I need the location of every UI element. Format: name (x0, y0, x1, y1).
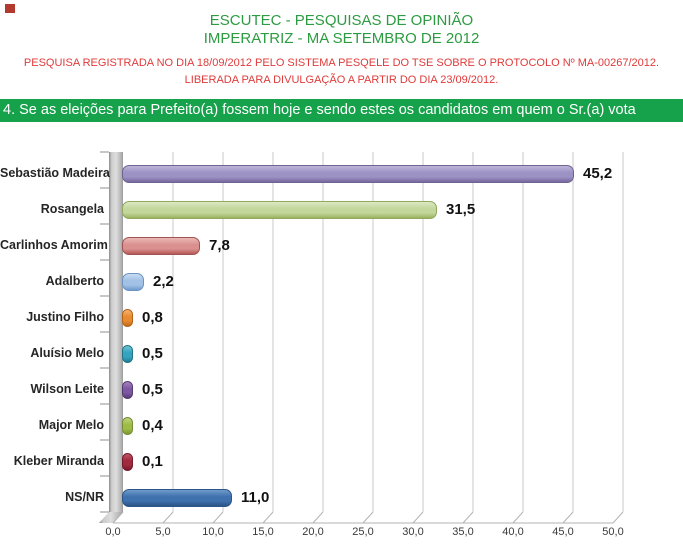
chart-axes-layer (99, 151, 624, 524)
bar-10 (122, 489, 232, 507)
bar-4 (122, 273, 144, 291)
x-axis-label-5: 20,0 (302, 526, 324, 538)
category-label-4: Adalberto (45, 274, 104, 288)
bar-7 (122, 381, 133, 399)
floor-diagonal (312, 511, 324, 524)
x-axis-label-4: 15,0 (252, 526, 274, 538)
registration-line-2: LIBERADA PARA DIVULGAÇÃO A PARTIR DO DIA… (184, 74, 499, 86)
floor-diagonal (362, 511, 374, 524)
value-label-3: 7,8 (209, 237, 230, 254)
category-label-7: Wilson Leite (30, 382, 104, 396)
floor-diagonal (212, 511, 224, 524)
title-line-1: ESCUTEC - PESQUISAS DE OPINIÃO (209, 12, 474, 29)
bar-6 (122, 345, 133, 363)
title-line-2: IMPERATRIZ - MA SETEMBRO DE 2012 (203, 30, 480, 47)
registration-line-1: PESQUISA REGISTRADA NO DIA 18/09/2012 PE… (23, 57, 660, 69)
value-label-9: 0,1 (142, 453, 163, 470)
x-axis-label-2: 5,0 (155, 526, 171, 538)
value-label-8: 0,4 (142, 417, 163, 434)
poll-bar-chart: Sebastião Madeira 45,2 Rosangela 31,5 Carlin… (0, 124, 683, 544)
value-label-7: 0,5 (142, 381, 163, 398)
bar-2 (122, 201, 437, 219)
bar-8 (122, 417, 133, 435)
category-label-6: Aluísio Melo (30, 346, 104, 360)
floor-diagonal (262, 511, 274, 524)
floor-diagonal (612, 511, 624, 524)
category-label-5: Justino Filho (26, 310, 104, 324)
bar-9 (122, 453, 133, 471)
x-axis-label-3: 10,0 (202, 526, 224, 538)
value-label-10: 11,0 (241, 489, 270, 506)
category-label-10: NS/NR (65, 490, 104, 504)
x-axis-label-9: 40,0 (502, 526, 524, 538)
value-label-1: 45,2 (583, 165, 613, 182)
x-axis-label-11: 50,0 (602, 526, 624, 538)
floor-diagonal (412, 511, 424, 524)
chart-wall (109, 152, 123, 512)
bar-1 (122, 165, 574, 183)
report-title: ESCUTEC - PESQUISAS DE OPINIÃO IMPERATRI… (0, 12, 683, 48)
bar-5 (122, 309, 133, 327)
category-label-1: Sebastião Madeira (0, 166, 110, 180)
value-label-2: 31,5 (446, 201, 476, 218)
floor-diagonal (462, 511, 474, 524)
bar-3 (122, 237, 200, 255)
category-label-9: Kleber Miranda (13, 454, 104, 468)
question-banner-text: 4. Se as eleições para Prefeito(a) fosse… (3, 102, 636, 118)
value-label-6: 0,5 (142, 345, 163, 362)
category-label-8: Major Melo (38, 418, 104, 432)
x-axis-label-1: 0,0 (105, 526, 121, 538)
category-label-2: Rosangela (40, 202, 104, 216)
x-axis-label-10: 45,0 (552, 526, 574, 538)
x-axis-label-7: 30,0 (402, 526, 424, 538)
chart-wall-foot (99, 512, 123, 523)
red-corner-mark (5, 4, 15, 13)
x-axis-label-8: 35,0 (452, 526, 474, 538)
category-label-3: Carlinhos Amorim (0, 238, 108, 252)
value-label-5: 0,8 (142, 309, 163, 326)
floor-diagonal (112, 511, 124, 524)
question-banner: 4. Se as eleições para Prefeito(a) fosse… (0, 99, 683, 122)
floor-diagonal (512, 511, 524, 524)
floor-diagonal (162, 511, 174, 524)
registration-notice: PESQUISA REGISTRADA NO DIA 18/09/2012 PE… (0, 55, 683, 89)
floor-diagonal (562, 511, 574, 524)
value-label-4: 2,2 (153, 273, 174, 290)
x-axis-label-6: 25,0 (352, 526, 374, 538)
